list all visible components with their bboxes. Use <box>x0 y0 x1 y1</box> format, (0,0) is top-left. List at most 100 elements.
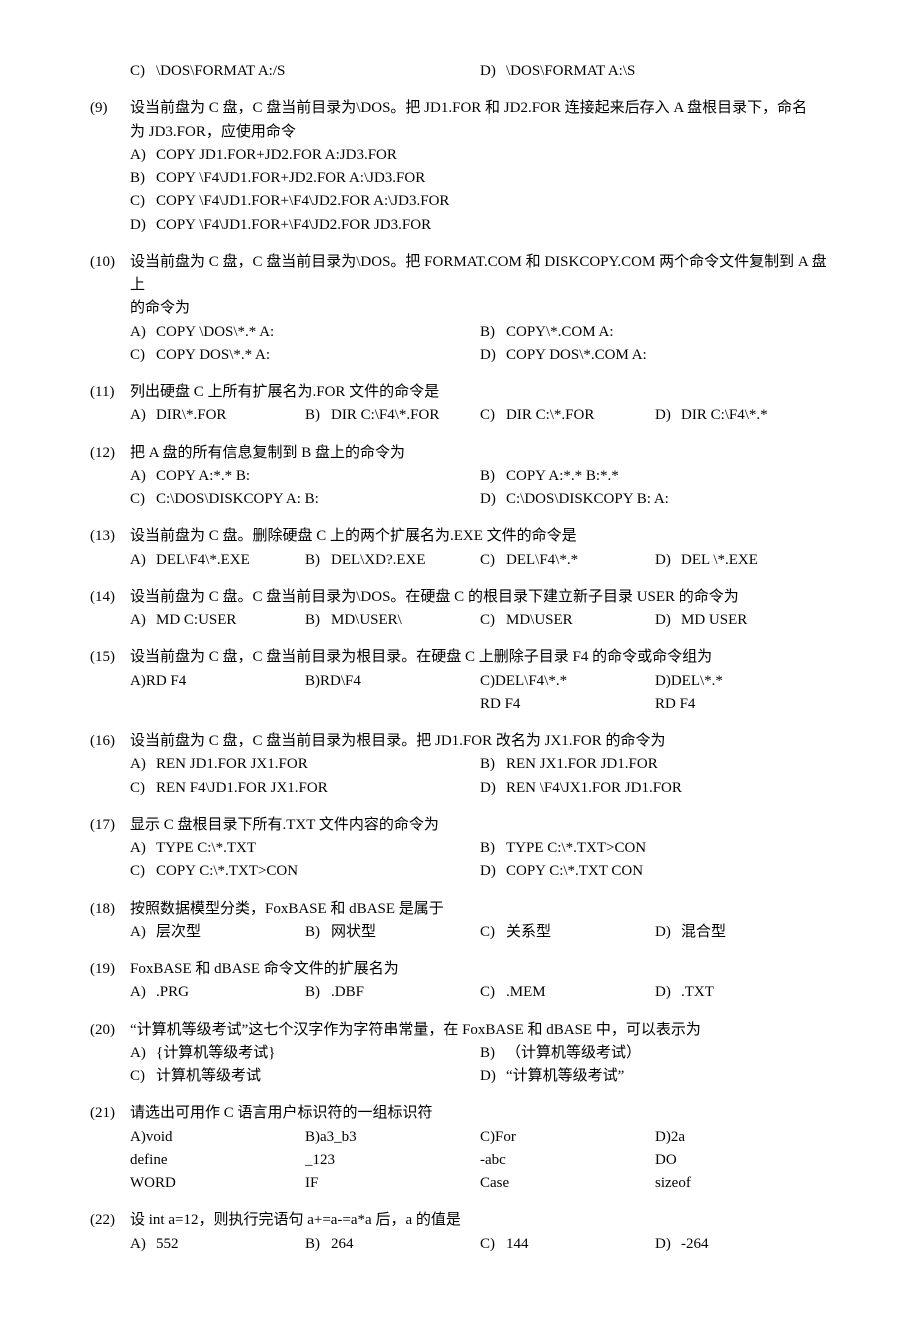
option-d: D)MD USER <box>655 609 830 632</box>
question-14: (14) 设当前盘为 C 盘。C 盘当前目录为\DOS。在硬盘 C 的根目录下建… <box>90 586 830 633</box>
option-d: D).TXT <box>655 981 830 1004</box>
question-text: 列出硬盘 C 上所有扩展名为.FOR 文件的命令是 <box>130 381 830 404</box>
option-a: A){计算机等级考试} <box>130 1042 480 1065</box>
option-c: C)DIR C:\*.FOR <box>480 404 655 427</box>
question-18: (18) 按照数据模型分类，FoxBASE 和 dBASE 是属于 A)层次型 … <box>90 898 830 945</box>
option-a: A)TYPE C:\*.TXT <box>130 837 480 860</box>
option-c: C)For <box>480 1126 655 1149</box>
question-8-tail: C)\DOS\FORMAT A:/S D)\DOS\FORMAT A:\S <box>90 60 830 83</box>
option-c: C)COPY \F4\JD1.FOR+\F4\JD2.FOR A:\JD3.FO… <box>130 190 830 213</box>
option-c-line3: Case <box>480 1172 655 1195</box>
question-text: 设当前盘为 C 盘。删除硬盘 C 上的两个扩展名为.EXE 文件的命令是 <box>130 525 830 548</box>
option-c-line2: RD F4 <box>480 693 655 716</box>
question-text: 请选出可用作 C 语言用户标识符的一组标识符 <box>130 1102 830 1125</box>
question-19: (19) FoxBASE 和 dBASE 命令文件的扩展名为 A).PRG B)… <box>90 958 830 1005</box>
option-d: D)-264 <box>655 1233 830 1256</box>
option-a: A)void <box>130 1126 305 1149</box>
option-b: B)DEL\XD?.EXE <box>305 549 480 572</box>
option-b: B)COPY A:*.* B:*.* <box>480 465 830 488</box>
question-text: 设当前盘为 C 盘，C 盘当前目录为根目录。把 JD1.FOR 改名为 JX1.… <box>130 730 830 753</box>
option-d: D)COPY DOS\*.COM A: <box>480 344 830 367</box>
question-number: (16) <box>90 730 130 753</box>
option-c: C)关系型 <box>480 921 655 944</box>
option-c: C)COPY C:\*.TXT>CON <box>130 860 480 883</box>
option-a: A)DEL\F4\*.EXE <box>130 549 305 572</box>
option-c-line2: -abc <box>480 1149 655 1172</box>
question-22: (22) 设 int a=12，则执行完语句 a+=a-=a*a 后，a 的值是… <box>90 1209 830 1256</box>
option-a: A)COPY A:*.* B: <box>130 465 480 488</box>
option-d: D)混合型 <box>655 921 830 944</box>
option-b-line2: _123 <box>305 1149 480 1172</box>
option-b: B)COPY\*.COM A: <box>480 321 830 344</box>
question-text: “计算机等级考试”这七个汉字作为字符串常量，在 FoxBASE 和 dBASE … <box>130 1019 830 1042</box>
option-c: C)REN F4\JD1.FOR JX1.FOR <box>130 777 480 800</box>
option-d-line2: DO <box>655 1149 830 1172</box>
question-number: (9) <box>90 97 130 120</box>
question-text: 设当前盘为 C 盘，C 盘当前目录为根目录。在硬盘 C 上删除子目录 F4 的命… <box>130 646 830 669</box>
option-c: C).MEM <box>480 981 655 1004</box>
question-number: (18) <box>90 898 130 921</box>
option-c: C) 计算机等级考试 <box>130 1065 480 1088</box>
question-text-cont: 的命令为 <box>90 297 830 320</box>
option-b: B)COPY \F4\JD1.FOR+JD2.FOR A:\JD3.FOR <box>130 167 830 190</box>
option-b: B)a3_b3 <box>305 1126 480 1149</box>
question-text: 设当前盘为 C 盘，C 盘当前目录为\DOS。把 FORMAT.COM 和 DI… <box>130 251 830 298</box>
option-b: B)RD\F4 <box>305 670 480 693</box>
option-d: D)2a <box>655 1126 830 1149</box>
option-b: B)MD\USER\ <box>305 609 480 632</box>
option-d-line2: RD F4 <box>655 693 830 716</box>
question-text-cont: 为 JD3.FOR，应使用命令 <box>90 121 830 144</box>
question-number: (21) <box>90 1102 130 1125</box>
question-9: (9) 设当前盘为 C 盘，C 盘当前目录为\DOS。把 JD1.FOR 和 J… <box>90 97 830 237</box>
question-number: (13) <box>90 525 130 548</box>
question-17: (17) 显示 C 盘根目录下所有.TXT 文件内容的命令为 A)TYPE C:… <box>90 814 830 884</box>
question-number: (12) <box>90 442 130 465</box>
question-21: (21) 请选出可用作 C 语言用户标识符的一组标识符 A)void B)a3_… <box>90 1102 830 1195</box>
question-10: (10) 设当前盘为 C 盘，C 盘当前目录为\DOS。把 FORMAT.COM… <box>90 251 830 367</box>
question-12: (12) 把 A 盘的所有信息复制到 B 盘上的命令为 A)COPY A:*.*… <box>90 442 830 512</box>
option-b: B)（计算机等级考试） <box>480 1042 830 1065</box>
option-b: B)264 <box>305 1233 480 1256</box>
option-d: D)“计算机等级考试” <box>480 1065 830 1088</box>
question-number: (20) <box>90 1019 130 1042</box>
option-b: B)REN JX1.FOR JD1.FOR <box>480 753 830 776</box>
option-b: B)DIR C:\F4\*.FOR <box>305 404 480 427</box>
question-number: (22) <box>90 1209 130 1232</box>
option-c: C)DEL\F4\*.* <box>480 549 655 572</box>
option-b: B)TYPE C:\*.TXT>CON <box>480 837 830 860</box>
option-a: A)RD F4 <box>130 670 305 693</box>
option-d: D)DEL \*.EXE <box>655 549 830 572</box>
option-d: D)\DOS\FORMAT A:\S <box>480 60 830 83</box>
option-d: D)COPY \F4\JD1.FOR+\F4\JD2.FOR JD3.FOR <box>130 214 830 237</box>
option-a-line2: define <box>130 1149 305 1172</box>
question-text: 设 int a=12，则执行完语句 a+=a-=a*a 后，a 的值是 <box>130 1209 830 1232</box>
option-a: A)552 <box>130 1233 305 1256</box>
question-text: 把 A 盘的所有信息复制到 B 盘上的命令为 <box>130 442 830 465</box>
option-a: A).PRG <box>130 981 305 1004</box>
question-text: 按照数据模型分类，FoxBASE 和 dBASE 是属于 <box>130 898 830 921</box>
option-a: A)DIR\*.FOR <box>130 404 305 427</box>
question-text: 显示 C 盘根目录下所有.TXT 文件内容的命令为 <box>130 814 830 837</box>
option-c: C)\DOS\FORMAT A:/S <box>130 60 480 83</box>
question-number: (14) <box>90 586 130 609</box>
question-number: (19) <box>90 958 130 981</box>
option-b: B)网状型 <box>305 921 480 944</box>
option-a: A)REN JD1.FOR JX1.FOR <box>130 753 480 776</box>
question-text: 设当前盘为 C 盘，C 盘当前目录为\DOS。把 JD1.FOR 和 JD2.F… <box>130 97 830 120</box>
question-20: (20) “计算机等级考试”这七个汉字作为字符串常量，在 FoxBASE 和 d… <box>90 1019 830 1089</box>
option-a: A)COPY JD1.FOR+JD2.FOR A:JD3.FOR <box>130 144 830 167</box>
question-16: (16) 设当前盘为 C 盘，C 盘当前目录为根目录。把 JD1.FOR 改名为… <box>90 730 830 800</box>
question-number: (11) <box>90 381 130 404</box>
option-c: C)144 <box>480 1233 655 1256</box>
question-15: (15) 设当前盘为 C 盘，C 盘当前目录为根目录。在硬盘 C 上删除子目录 … <box>90 646 830 716</box>
option-c: C)COPY DOS\*.* A: <box>130 344 480 367</box>
question-text: 设当前盘为 C 盘。C 盘当前目录为\DOS。在硬盘 C 的根目录下建立新子目录… <box>130 586 830 609</box>
option-b: B).DBF <box>305 981 480 1004</box>
option-d-line3: sizeof <box>655 1172 830 1195</box>
option-c: C)DEL\F4\*.* <box>480 670 655 693</box>
question-11: (11) 列出硬盘 C 上所有扩展名为.FOR 文件的命令是 A)DIR\*.F… <box>90 381 830 428</box>
question-text: FoxBASE 和 dBASE 命令文件的扩展名为 <box>130 958 830 981</box>
option-a: A)MD C:USER <box>130 609 305 632</box>
option-d: D)REN \F4\JX1.FOR JD1.FOR <box>480 777 830 800</box>
option-d: D)DIR C:\F4\*.* <box>655 404 830 427</box>
